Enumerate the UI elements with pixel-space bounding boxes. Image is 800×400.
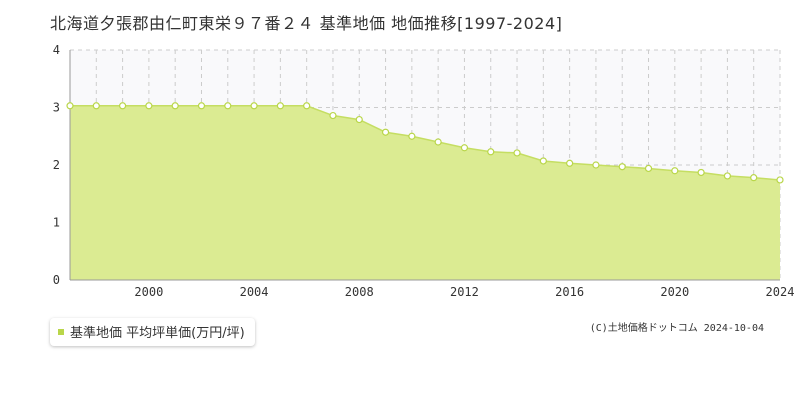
data-point [592,161,600,169]
y-tick-label: 1 [53,216,60,230]
chart-title: 北海道夕張郡由仁町東栄９７番２４ 基準地価 地価推移[1997-2024] [50,14,563,33]
x-tick-label: 2004 [240,285,269,299]
tick-label-layer: 0 1 2 3 4 2000 2004 2008 2012 2016 2020 2024 [53,43,795,299]
data-point [750,174,758,182]
data-point [644,164,653,173]
x-tick-label: 2020 [660,285,689,299]
legend-marker [58,328,64,335]
data-point [355,115,363,124]
data-point [723,172,732,180]
data-point [381,128,390,136]
data-point [224,102,232,110]
copyright-credit: (C)土地価格ドットコム 2024-10-04 [589,323,764,334]
series-area [70,105,780,281]
data-point [618,163,626,171]
y-tick-label: 4 [53,43,60,57]
data-point [513,149,521,157]
data-point [197,102,206,110]
data-point [303,102,311,110]
data-point [92,102,100,110]
data-point [434,138,442,146]
data-point [408,132,416,140]
data-point [276,102,284,110]
marker-layer [66,102,784,184]
data-point [487,148,495,156]
data-point [118,102,127,110]
y-tick-label: 3 [53,101,60,115]
data-point [776,176,784,184]
data-point [171,102,179,110]
data-point [329,111,337,120]
y-tick-label: 0 [53,273,60,287]
data-point [250,102,258,110]
x-tick-label: 2012 [450,285,479,299]
legend-label: 基準地価 平均坪単価(万円/坪) [70,326,245,341]
x-tick-label: 2016 [555,285,584,299]
series-line [70,105,781,181]
data-point [145,102,153,110]
area-layer [70,105,781,281]
data-point [671,167,679,175]
data-point [66,102,74,110]
legend: 基準地価 平均坪単価(万円/坪) [50,318,255,346]
x-tick-label: 2000 [134,285,163,299]
x-tick-label: 2024 [766,285,795,299]
data-point [697,168,705,177]
data-point [539,157,547,165]
axis-layer [69,50,780,281]
data-point [566,159,574,167]
y-tick-label: 2 [53,158,60,172]
x-tick-label: 2008 [345,285,374,299]
data-point [460,144,469,152]
